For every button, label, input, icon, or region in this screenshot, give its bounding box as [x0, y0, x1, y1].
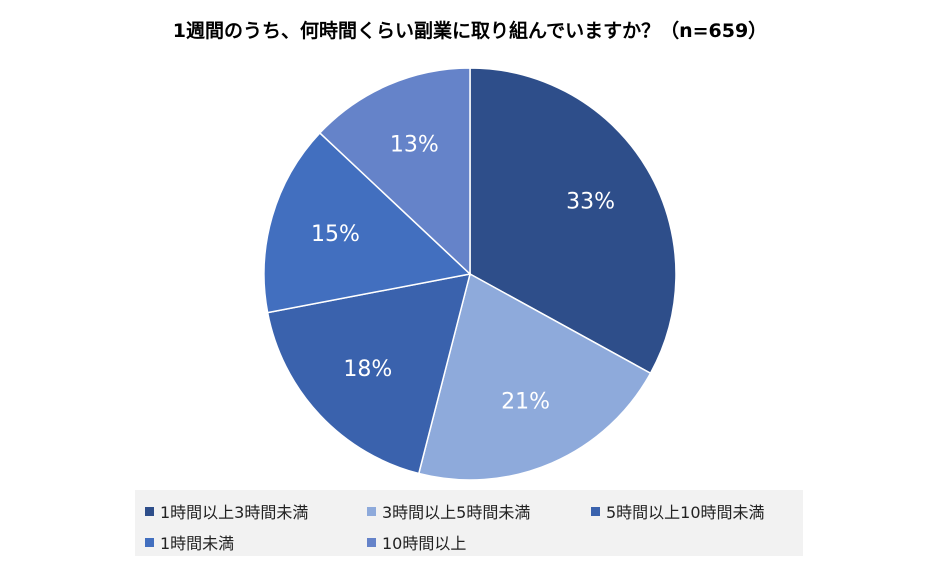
legend-label: 3時間以上5時間未満 [382, 503, 531, 522]
pie-slice-10plus [318, 67, 471, 276]
legend-swatch [591, 506, 600, 516]
pie-slice-1to3 [469, 67, 677, 375]
legend-label: 1時間未満 [160, 534, 235, 553]
pie-slice-3to5 [417, 272, 652, 481]
legend-swatch [145, 506, 154, 516]
data-label-3to5: 21% [501, 390, 550, 415]
legend: 1時間以上3時間未満 3時間以上5時間未満 5時間以上10時間未満 1時間未満 … [135, 490, 803, 556]
legend-swatch [145, 537, 154, 547]
pie-slice-under1 [263, 131, 472, 314]
chart-title: 1週間のうち、何時間くらい副業に取り組んでいますか？（n=659） [172, 20, 768, 42]
data-label-1to3: 33% [566, 190, 615, 215]
legend-swatch [367, 506, 376, 516]
data-label-10plus: 13% [390, 132, 439, 157]
legend-item-1to3: 1時間以上3時間未満 [145, 499, 308, 523]
legend-item-under1: 1時間未満 [145, 530, 234, 554]
data-label-5to10: 18% [343, 357, 392, 382]
legend-label: 10時間以上 [382, 534, 467, 553]
legend-item-5to10: 5時間以上10時間未満 [591, 499, 765, 523]
pie-chart: 33% 21% 18% 15% 13% [263, 67, 677, 481]
pie-slice-5to10 [266, 273, 472, 475]
legend-swatch [367, 537, 376, 547]
legend-label: 1時間以上3時間未満 [160, 503, 309, 522]
legend-item-10plus: 10時間以上 [367, 530, 466, 554]
data-label-under1: 15% [311, 222, 360, 247]
legend-label: 5時間以上10時間未満 [606, 503, 765, 522]
legend-item-3to5: 3時間以上5時間未満 [367, 499, 530, 523]
